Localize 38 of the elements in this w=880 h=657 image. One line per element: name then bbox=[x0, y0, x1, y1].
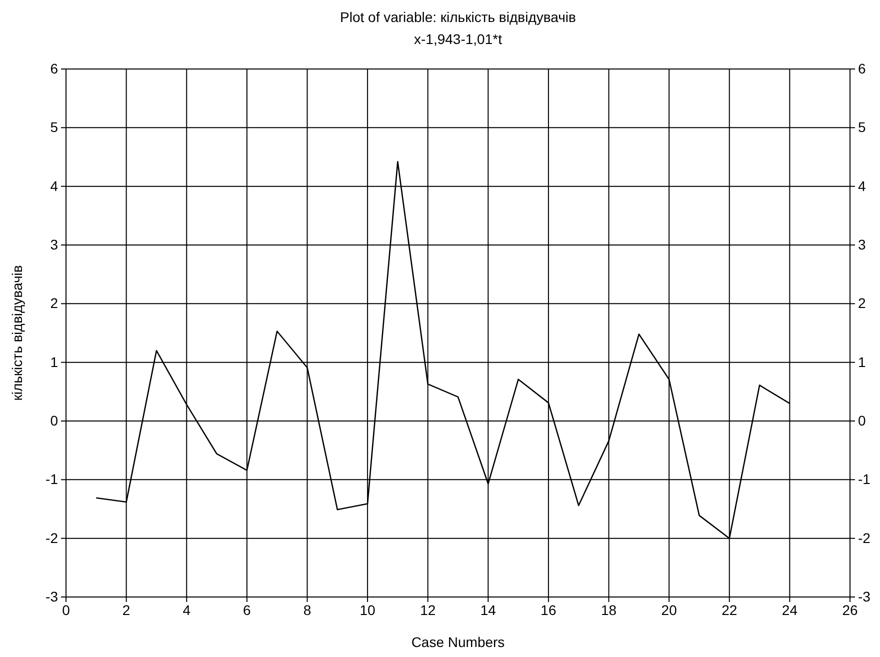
y2-tick-label: -2 bbox=[858, 530, 871, 546]
x-tick-label: 22 bbox=[722, 602, 738, 618]
y-tick-label: -1 bbox=[46, 471, 58, 488]
x-tick-label: 6 bbox=[243, 602, 252, 618]
y-tick-label: 3 bbox=[50, 236, 58, 252]
y2-tick-label: 0 bbox=[858, 412, 866, 428]
y2-tick-label: -3 bbox=[858, 588, 871, 604]
chart-title: Plot of variable: кількість відвідувачів bbox=[340, 9, 576, 25]
x-tick-label: 2 bbox=[122, 602, 130, 618]
y2-tick-label: 5 bbox=[858, 119, 866, 136]
y-tick-label: 4 bbox=[50, 178, 58, 194]
x-tick-label: 0 bbox=[62, 602, 70, 618]
x-tick-label: 16 bbox=[540, 602, 556, 618]
x-tick-label: 8 bbox=[303, 602, 312, 618]
y-tick-label: 5 bbox=[50, 119, 58, 136]
y2-tick-label: 6 bbox=[858, 60, 866, 76]
y2-tick-label: -1 bbox=[858, 471, 871, 488]
y-axis-title: кількість відвідувачів bbox=[9, 265, 25, 401]
y-tick-label: -3 bbox=[46, 588, 58, 604]
y2-tick-label: 2 bbox=[858, 295, 866, 312]
x-tick-label: 20 bbox=[661, 602, 678, 618]
x-axis-title: Case Numbers bbox=[411, 634, 505, 650]
y2-tick-label: 3 bbox=[858, 236, 866, 252]
x-tick-label: 26 bbox=[842, 602, 858, 618]
x-tick-label: 10 bbox=[360, 602, 376, 618]
y-tick-label: 2 bbox=[50, 295, 58, 312]
x-tick-label: 14 bbox=[480, 602, 496, 618]
y-tick-label: 0 bbox=[50, 412, 58, 428]
y-tick-label: 1 bbox=[50, 354, 58, 370]
y2-tick-label: 1 bbox=[858, 354, 866, 370]
x-tick-label: 24 bbox=[782, 602, 798, 618]
y2-tick-label: 4 bbox=[858, 178, 866, 194]
chart-subtitle: x-1,943-1,01*t bbox=[414, 31, 502, 47]
y-tick-label: -2 bbox=[46, 530, 58, 546]
x-tick-label: 4 bbox=[182, 602, 191, 618]
x-tick-label: 12 bbox=[420, 602, 436, 618]
y-tick-label: 6 bbox=[50, 60, 58, 76]
x-tick-label: 18 bbox=[600, 602, 617, 618]
